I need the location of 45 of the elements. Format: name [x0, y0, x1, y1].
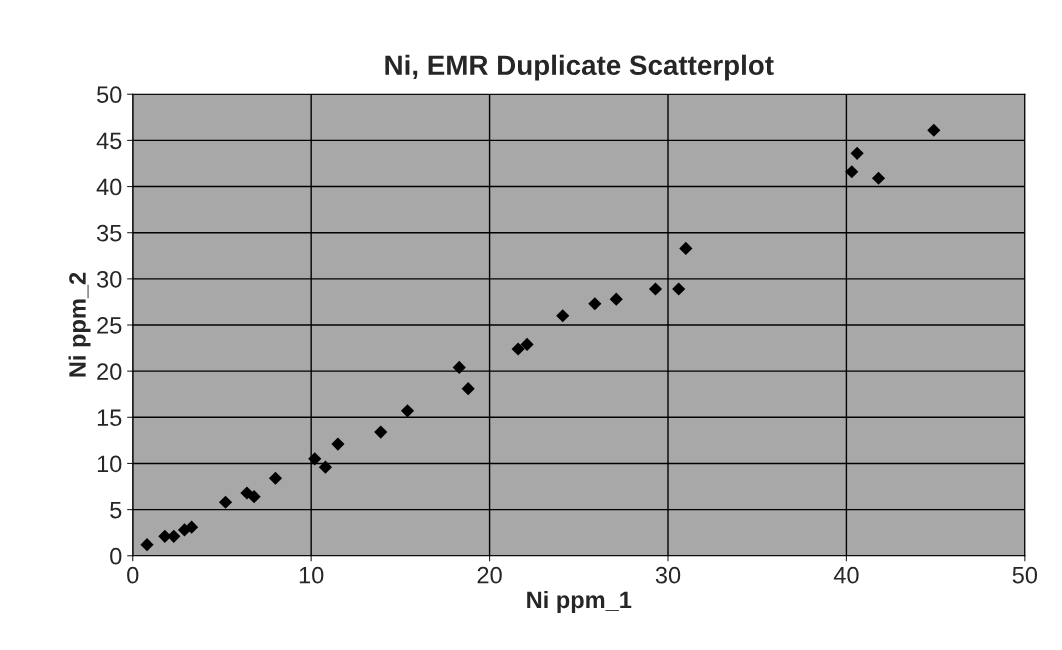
y-tick-label: 30: [96, 270, 122, 288]
y-tick-label: 0: [110, 547, 122, 565]
y-tick-label: 25: [97, 317, 122, 334]
point: [850, 146, 864, 160]
x-tick-label: 50: [1012, 566, 1038, 584]
point: [511, 342, 525, 356]
point: [609, 292, 623, 306]
x-tick-label: 20: [477, 566, 502, 584]
y-tick-label: 5: [110, 501, 122, 519]
x-tick-label: 30: [655, 566, 681, 584]
chart-title: Ni, EMR Duplicate Scatterplot: [385, 54, 774, 81]
point: [648, 282, 663, 296]
point: [400, 404, 415, 418]
point: [556, 309, 570, 323]
point: [588, 297, 602, 311]
x-axis-title: Ni ppm_1: [527, 590, 632, 613]
point: [871, 171, 886, 185]
point: [679, 241, 693, 255]
point: [218, 495, 233, 509]
y-tick-label: 15: [97, 409, 122, 427]
y-tick-label: 35: [96, 224, 122, 242]
y-axis-title: Ni ppm_2: [68, 272, 91, 377]
point: [167, 529, 181, 543]
point: [140, 538, 154, 552]
point: [374, 425, 388, 439]
point: [247, 490, 261, 504]
y-tick-label: 40: [96, 178, 122, 196]
point: [318, 460, 333, 474]
y-tick-label: 50: [97, 86, 122, 104]
point: [185, 520, 199, 534]
y-tick-label: 10: [97, 455, 122, 473]
y-tick-label: 45: [96, 132, 122, 150]
point: [268, 471, 283, 485]
point: [331, 437, 345, 451]
x-tick-label: 40: [833, 566, 859, 584]
x-tick-label: 0: [127, 566, 139, 584]
y-tick-label: 20: [97, 363, 122, 380]
point: [308, 452, 322, 466]
point: [520, 337, 534, 351]
point: [672, 282, 686, 296]
x-tick-label: 10: [299, 566, 324, 584]
point: [927, 123, 941, 137]
point: [452, 360, 466, 375]
point: [845, 165, 859, 179]
point: [461, 382, 475, 396]
